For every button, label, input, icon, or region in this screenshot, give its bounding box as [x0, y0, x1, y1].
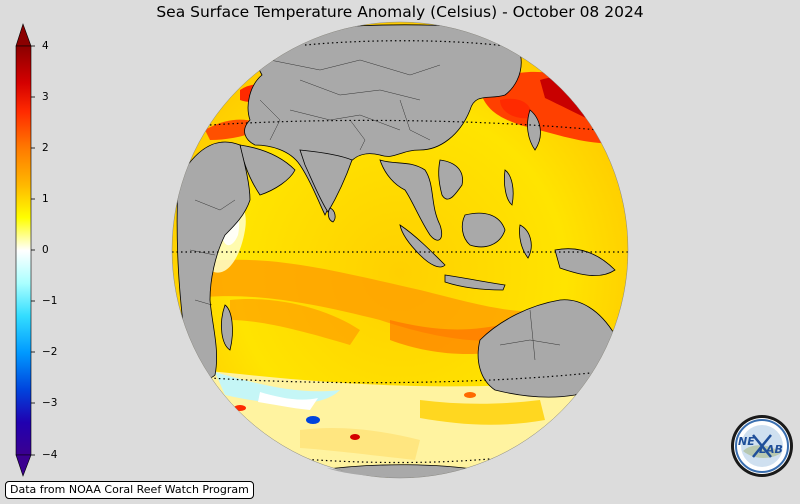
- colorbar-tick-label: 1: [42, 193, 49, 205]
- colorbar-tick-label: 2: [42, 142, 49, 154]
- svg-text:LAB: LAB: [759, 443, 783, 456]
- nexlab-logo-icon: NE LAB: [731, 415, 793, 477]
- nexlab-logo: NE LAB: [729, 413, 795, 483]
- colorbar-tick-label: −3: [42, 397, 58, 409]
- colorbar: 4 3 2 1 0 −1 −2 −3 −4: [0, 0, 57, 484]
- land-masses: [176, 24, 616, 478]
- colorbar-tick-label: 4: [42, 40, 49, 52]
- colorbar-tick-label: 3: [42, 91, 49, 103]
- colorbar-tick-label: −1: [42, 295, 58, 307]
- colorbar-tick-label: 0: [42, 244, 49, 256]
- colorbar-gradient: [15, 23, 35, 477]
- data-credit: Data from NOAA Coral Reef Watch Program: [5, 481, 254, 499]
- colorbar-tick-label: −4: [42, 449, 58, 461]
- map-title: Sea Surface Temperature Anomaly (Celsius…: [156, 3, 644, 21]
- svg-text:NE: NE: [738, 435, 755, 448]
- graticule: [172, 40, 628, 464]
- colorbar-tick-label: −2: [42, 346, 58, 358]
- antarctica-sliver: [327, 468, 460, 477]
